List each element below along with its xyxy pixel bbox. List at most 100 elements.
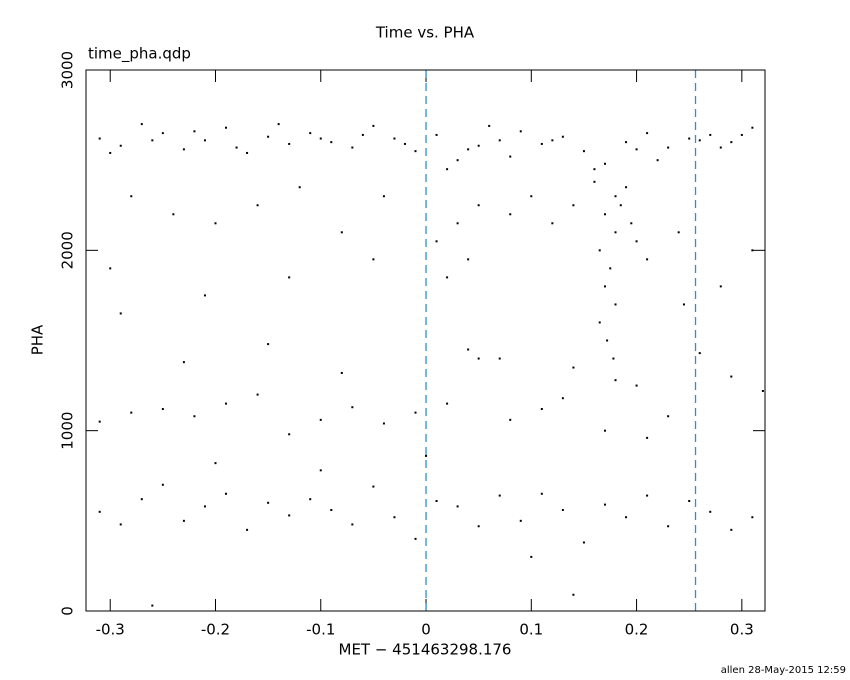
data-point: [740, 133, 743, 136]
data-point: [435, 133, 438, 136]
data-point: [572, 204, 575, 207]
y-tick-label: 0: [59, 606, 77, 616]
data-point: [509, 213, 512, 216]
data-point: [193, 415, 196, 418]
data-point: [698, 352, 701, 355]
x-tick-label: -0.1: [306, 621, 335, 639]
data-point: [140, 123, 143, 126]
data-point: [603, 213, 606, 216]
data-point: [267, 135, 270, 138]
data-point: [625, 516, 628, 519]
data-point: [606, 339, 609, 342]
data-point: [635, 148, 638, 151]
data-point: [630, 222, 633, 225]
data-point: [682, 303, 685, 306]
data-point: [446, 168, 449, 171]
data-point: [572, 593, 575, 596]
data-point: [593, 168, 596, 171]
data-point: [109, 267, 112, 270]
data-point: [603, 503, 606, 506]
x-tick-label: 0: [421, 621, 431, 639]
chart-subtitle: time_pha.qdp: [88, 45, 191, 64]
data-point: [530, 195, 533, 198]
data-point: [625, 186, 628, 189]
data-point: [561, 135, 564, 138]
data-point: [267, 343, 270, 346]
data-point: [614, 379, 617, 382]
data-point: [477, 144, 480, 147]
chart-title: Time vs. PHA: [375, 24, 475, 42]
data-point: [751, 516, 754, 519]
x-tick-label: 0.1: [519, 621, 543, 639]
data-point: [109, 151, 112, 154]
data-point: [256, 393, 259, 396]
data-point: [656, 159, 659, 162]
data-point: [540, 142, 543, 145]
data-point: [351, 406, 354, 409]
data-point: [751, 249, 754, 252]
data-point: [540, 492, 543, 495]
data-point: [151, 604, 154, 607]
data-point: [425, 454, 428, 457]
data-point: [382, 195, 385, 198]
data-point: [225, 492, 228, 495]
data-point: [351, 146, 354, 149]
data-point: [372, 124, 375, 127]
data-point: [603, 285, 606, 288]
data-point: [446, 402, 449, 405]
data-point: [319, 418, 322, 421]
data-point: [619, 204, 622, 207]
data-point: [498, 139, 501, 142]
data-point: [140, 498, 143, 501]
x-tick-label: 0.3: [730, 621, 754, 639]
data-point: [719, 146, 722, 149]
data-point: [730, 375, 733, 378]
data-point: [646, 132, 649, 135]
data-point: [551, 139, 554, 142]
data-point: [614, 231, 617, 234]
y-tick-label: 2000: [59, 231, 77, 269]
data-point: [688, 137, 691, 140]
data-point: [130, 195, 133, 198]
data-point: [677, 231, 680, 234]
data-point: [646, 258, 649, 261]
data-point: [309, 498, 312, 501]
data-point: [246, 528, 249, 531]
data-point: [414, 411, 417, 414]
data-point: [340, 231, 343, 234]
data-point: [612, 357, 615, 360]
data-point: [277, 123, 280, 126]
data-point: [719, 285, 722, 288]
data-point: [372, 258, 375, 261]
data-point: [119, 144, 122, 147]
data-point: [761, 389, 764, 392]
data-point: [751, 126, 754, 129]
data-point: [646, 436, 649, 439]
data-point: [98, 420, 101, 423]
data-point: [477, 525, 480, 528]
data-point: [98, 137, 101, 140]
data-point: [614, 195, 617, 198]
data-point: [340, 371, 343, 374]
data-point: [288, 433, 291, 436]
data-point: [730, 141, 733, 144]
data-point: [225, 126, 228, 129]
data-point: [519, 130, 522, 133]
x-tick-label: -0.2: [201, 621, 230, 639]
data-point: [635, 240, 638, 243]
data-point: [530, 555, 533, 558]
data-point: [635, 384, 638, 387]
data-point: [288, 276, 291, 279]
data-point: [98, 510, 101, 513]
data-point: [667, 525, 670, 528]
data-point: [609, 267, 612, 270]
data-point: [119, 312, 122, 315]
data-point: [161, 483, 164, 486]
data-point: [214, 222, 217, 225]
y-tick-label: 1000: [59, 412, 77, 450]
data-point: [351, 523, 354, 526]
data-point: [288, 142, 291, 145]
data-point: [298, 186, 301, 189]
data-point: [203, 294, 206, 297]
